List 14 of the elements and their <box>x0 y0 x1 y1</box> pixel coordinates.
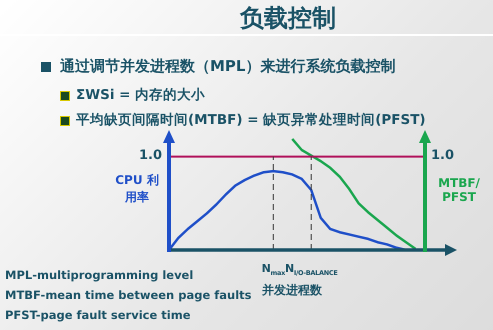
text: 1.0 <box>139 148 162 163</box>
text: 平均缺页间隔时间(MTBF) = 缺页异常处理时间(PFST) <box>76 111 426 129</box>
text: MTBF-mean time between page faults <box>5 288 252 302</box>
y-axis-title: CPU 利用率 <box>114 172 160 206</box>
x-tick-label: N$_{I/O-BALANCE}$ <box>284 262 338 278</box>
chart-subtitle: 通过调节并发进程数（MPL）来进行系统负载控制 <box>60 57 396 76</box>
x-axis-title: 并发进程数 <box>262 282 322 299</box>
text: MPL-multiprogramming level <box>5 268 194 282</box>
x-tick-label: N$_{max}$ <box>262 262 285 278</box>
text: 1.0 <box>431 148 454 163</box>
text: ΣWSi = 内存的大小 <box>76 86 206 104</box>
y2-axis-title: MTBF/PFST <box>437 176 481 204</box>
text: PFST-page fault service time <box>5 308 191 322</box>
chart-title: 负载控制 <box>240 3 336 34</box>
